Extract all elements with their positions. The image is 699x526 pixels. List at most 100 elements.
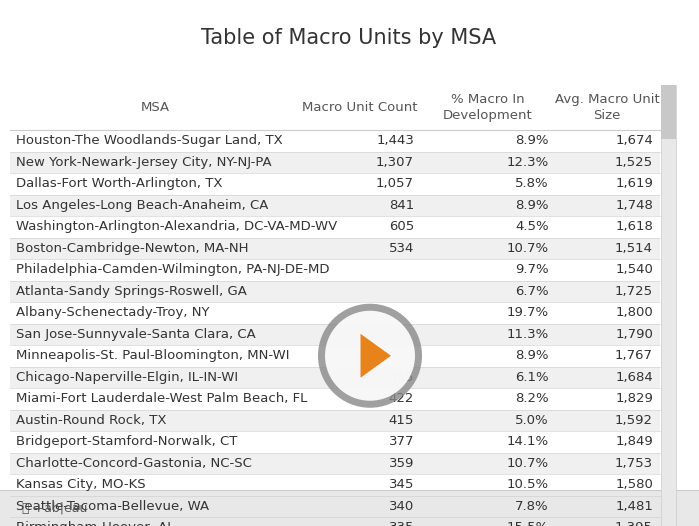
Text: 1,514: 1,514 — [615, 242, 653, 255]
Text: 1,849: 1,849 — [615, 435, 653, 448]
Text: Minneapolis-St. Paul-Bloomington, MN-WI: Minneapolis-St. Paul-Bloomington, MN-WI — [16, 349, 289, 362]
Text: 4.5%: 4.5% — [515, 220, 549, 233]
Text: 1,748: 1,748 — [615, 199, 653, 212]
Text: 1,525: 1,525 — [615, 156, 653, 169]
Bar — [10, 85, 660, 130]
Text: 1,800: 1,800 — [615, 306, 653, 319]
Text: 8.2%: 8.2% — [515, 392, 549, 405]
Text: 1,057: 1,057 — [376, 177, 414, 190]
Text: Kansas City, MO-KS: Kansas City, MO-KS — [16, 478, 145, 491]
Text: Washington-Arlington-Alexandria, DC-VA-MD-WV: Washington-Arlington-Alexandria, DC-VA-M… — [16, 220, 337, 233]
Text: Los Angeles-Long Beach-Anaheim, CA: Los Angeles-Long Beach-Anaheim, CA — [16, 199, 268, 212]
Text: 10.5%: 10.5% — [507, 478, 549, 491]
Bar — [661, 85, 676, 526]
Text: San Jose-Sunnyvale-Santa Clara, CA: San Jose-Sunnyvale-Santa Clara, CA — [16, 328, 256, 341]
Text: 1,580: 1,580 — [615, 478, 653, 491]
Text: 415: 415 — [389, 414, 414, 427]
Text: 1,619: 1,619 — [615, 177, 653, 190]
Text: Birmingham-Hoover, AL: Birmingham-Hoover, AL — [16, 521, 175, 526]
Text: 1,725: 1,725 — [615, 285, 653, 298]
Text: 8.9%: 8.9% — [515, 199, 549, 212]
Bar — [10, 195, 660, 216]
Text: Seattle-Tacoma-Bellevue, WA: Seattle-Tacoma-Bellevue, WA — [16, 500, 209, 513]
Text: Avg. Macro Unit
Size: Avg. Macro Unit Size — [554, 93, 659, 122]
Text: Dallas-Fort Worth-Arlington, TX: Dallas-Fort Worth-Arlington, TX — [16, 177, 222, 190]
Text: Bridgeport-Stamford-Norwalk, CT: Bridgeport-Stamford-Norwalk, CT — [16, 435, 238, 448]
Text: 422: 422 — [389, 392, 414, 405]
Text: 12.3%: 12.3% — [507, 156, 549, 169]
Text: 335: 335 — [389, 521, 414, 526]
Text: Chicago-Naperville-Elgin, IL-IN-WI: Chicago-Naperville-Elgin, IL-IN-WI — [16, 371, 238, 384]
Text: 9.7%: 9.7% — [515, 263, 549, 276]
Text: 534: 534 — [389, 242, 414, 255]
Bar — [10, 130, 660, 151]
Text: Houston-The Woodlands-Sugar Land, TX: Houston-The Woodlands-Sugar Land, TX — [16, 134, 283, 147]
Text: 6.1%: 6.1% — [515, 371, 549, 384]
Bar — [10, 431, 660, 452]
Text: 345: 345 — [389, 478, 414, 491]
Text: Macro Unit Count: Macro Unit Count — [302, 101, 418, 114]
Text: 377: 377 — [389, 435, 414, 448]
Bar — [10, 345, 660, 367]
Bar — [10, 367, 660, 388]
Text: Atlanta-Sandy Springs-Roswell, GA: Atlanta-Sandy Springs-Roswell, GA — [16, 285, 247, 298]
Text: Miami-Fort Lauderdale-West Palm Beach, FL: Miami-Fort Lauderdale-West Palm Beach, F… — [16, 392, 308, 405]
Text: 6.7%: 6.7% — [515, 285, 549, 298]
Bar — [10, 388, 660, 410]
Bar — [10, 151, 660, 173]
Text: 1,540: 1,540 — [615, 263, 653, 276]
Text: 1,674: 1,674 — [615, 134, 653, 147]
Bar — [10, 474, 660, 495]
Text: 8.9%: 8.9% — [515, 134, 549, 147]
Text: 1,829: 1,829 — [615, 392, 653, 405]
Text: 841: 841 — [389, 199, 414, 212]
Text: 1,684: 1,684 — [615, 371, 653, 384]
Text: 1,618: 1,618 — [615, 220, 653, 233]
Bar — [661, 85, 676, 139]
Text: % Macro In
Development: % Macro In Development — [442, 93, 533, 122]
Bar — [10, 323, 660, 345]
Text: 1,443: 1,443 — [376, 134, 414, 147]
Circle shape — [318, 304, 422, 408]
Text: 1,481: 1,481 — [615, 500, 653, 513]
Bar — [10, 452, 660, 474]
Bar — [10, 302, 660, 323]
Text: 359: 359 — [389, 457, 414, 470]
Text: 7.8%: 7.8% — [515, 500, 549, 513]
Text: 19.7%: 19.7% — [507, 306, 549, 319]
Bar — [10, 495, 660, 517]
Text: Philadelphia-Camden-Wilmington, PA-NJ-DE-MD: Philadelphia-Camden-Wilmington, PA-NJ-DE… — [16, 263, 329, 276]
Text: 14.1%: 14.1% — [507, 435, 549, 448]
Bar — [10, 517, 660, 526]
Text: Boston-Cambridge-Newton, MA-NH: Boston-Cambridge-Newton, MA-NH — [16, 242, 249, 255]
Text: 15.5%: 15.5% — [507, 521, 549, 526]
Text: 435: 435 — [389, 371, 414, 384]
Text: Charlotte-Concord-Gastonia, NC-SC: Charlotte-Concord-Gastonia, NC-SC — [16, 457, 252, 470]
Text: 11.3%: 11.3% — [507, 328, 549, 341]
Bar — [10, 410, 660, 431]
Text: 5.8%: 5.8% — [515, 177, 549, 190]
Text: 10.7%: 10.7% — [507, 242, 549, 255]
Text: 1,790: 1,790 — [615, 328, 653, 341]
Bar — [10, 280, 660, 302]
Text: Albany-Schenectady-Troy, NY: Albany-Schenectady-Troy, NY — [16, 306, 210, 319]
Text: 1,307: 1,307 — [376, 156, 414, 169]
Text: ⦿ +ab|eau: ⦿ +ab|eau — [22, 501, 87, 514]
Text: New York-Newark-Jersey City, NY-NJ-PA: New York-Newark-Jersey City, NY-NJ-PA — [16, 156, 272, 169]
Text: 1,767: 1,767 — [615, 349, 653, 362]
Text: 10.7%: 10.7% — [507, 457, 549, 470]
Bar — [10, 173, 660, 195]
Text: 1,395: 1,395 — [615, 521, 653, 526]
Polygon shape — [361, 334, 391, 378]
Text: 340: 340 — [389, 500, 414, 513]
Bar — [0, 490, 699, 526]
Text: MSA: MSA — [140, 101, 170, 114]
Text: 1,753: 1,753 — [615, 457, 653, 470]
Text: 605: 605 — [389, 220, 414, 233]
Circle shape — [325, 311, 415, 401]
Bar — [10, 238, 660, 259]
Text: Table of Macro Units by MSA: Table of Macro Units by MSA — [201, 28, 496, 48]
Text: Austin-Round Rock, TX: Austin-Round Rock, TX — [16, 414, 166, 427]
Text: 5.0%: 5.0% — [515, 414, 549, 427]
Bar — [10, 259, 660, 280]
